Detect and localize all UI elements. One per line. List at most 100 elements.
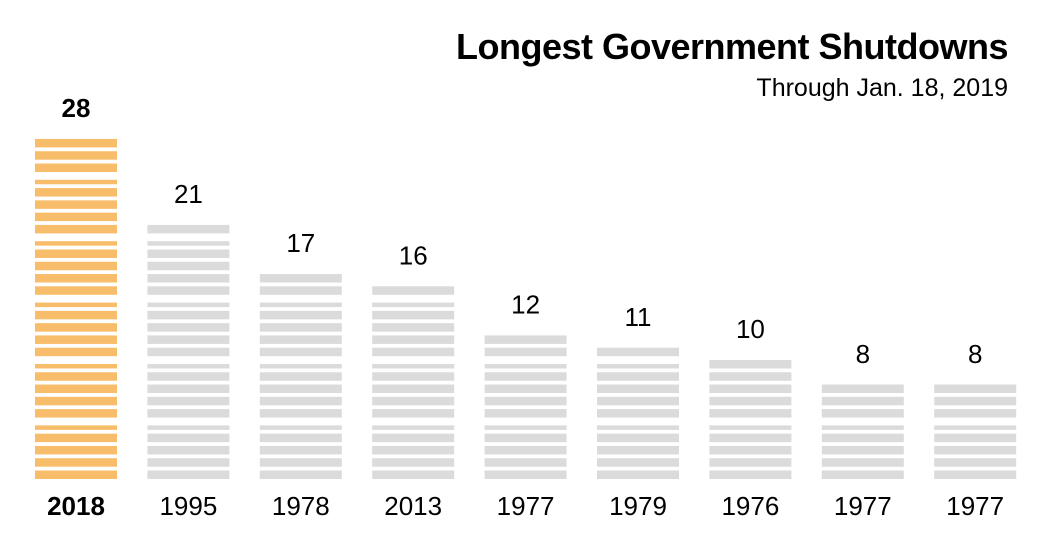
bar-day-stripe — [934, 425, 1017, 430]
bar-day-stripe — [597, 363, 679, 369]
value-label: 10 — [736, 314, 765, 344]
bar-day-stripe — [597, 409, 679, 418]
value-label: 8 — [856, 339, 870, 369]
bar-day-stripe — [35, 163, 117, 172]
bar-day-stripe — [597, 433, 679, 443]
bar-day-stripe — [709, 409, 792, 418]
bar-day-stripe — [35, 335, 117, 344]
value-label: 17 — [286, 228, 315, 258]
bar-day-stripe — [147, 409, 230, 418]
bar-day-stripe — [35, 274, 117, 283]
bar-day-stripe — [597, 372, 679, 381]
bar-day-stripe — [709, 396, 792, 406]
bar-day-stripe — [147, 335, 230, 344]
bar-day-stripe — [372, 310, 455, 320]
bar-day-stripe — [147, 396, 230, 406]
bar-day-stripe — [259, 274, 342, 283]
bar-day-stripe — [821, 384, 904, 394]
bar-day-stripe — [934, 396, 1017, 406]
category-label: 1977 — [834, 491, 892, 521]
bar-day-stripe — [372, 470, 455, 479]
bar-day-stripe — [35, 261, 117, 271]
bar-1977-8 — [934, 384, 1017, 479]
bar-1977-4 — [484, 335, 567, 479]
bar-day-stripe — [35, 433, 117, 443]
value-label: 12 — [511, 290, 540, 320]
bar-day-stripe — [934, 433, 1017, 443]
category-label: 1977 — [946, 491, 1004, 521]
bar-day-stripe — [259, 409, 342, 418]
bar-day-stripe — [147, 458, 230, 467]
bar-day-stripe — [259, 323, 342, 332]
bar-day-stripe — [259, 470, 342, 479]
bar-day-stripe — [372, 384, 455, 394]
bar-day-stripe — [484, 425, 567, 430]
bar-day-stripe — [35, 363, 117, 369]
bar-day-stripe — [484, 396, 567, 406]
bar-day-stripe — [372, 433, 455, 443]
bar-day-stripe — [709, 384, 792, 394]
bar-day-stripe — [709, 470, 792, 479]
bar-day-stripe — [259, 458, 342, 467]
bar-day-stripe — [597, 425, 679, 430]
bar-day-stripe — [35, 249, 117, 258]
value-label: 28 — [62, 93, 91, 123]
bar-day-stripe — [821, 458, 904, 467]
bar-day-stripe — [372, 409, 455, 418]
bar-day-stripe — [372, 363, 455, 369]
value-label: 11 — [625, 302, 652, 332]
bar-day-stripe — [259, 286, 342, 295]
bar-day-stripe — [821, 409, 904, 418]
bar-day-stripe — [372, 425, 455, 430]
bar-day-stripe — [35, 286, 117, 295]
bar-day-stripe — [259, 363, 342, 369]
bar-day-stripe — [821, 433, 904, 443]
bar-day-stripe — [35, 212, 117, 222]
bar-day-stripe — [597, 396, 679, 406]
bar-day-stripe — [35, 323, 117, 332]
bar-day-stripe — [35, 241, 117, 246]
bar-day-stripe — [484, 335, 567, 344]
bar-day-stripe — [597, 470, 679, 479]
bar-day-stripe — [147, 470, 230, 479]
bar-day-stripe — [484, 384, 567, 394]
bar-day-stripe — [35, 310, 117, 320]
category-label: 1977 — [497, 491, 555, 521]
bar-day-stripe — [147, 261, 230, 271]
bar-day-stripe — [147, 363, 230, 369]
bar-day-stripe — [35, 188, 117, 197]
chart-subtitle: Through Jan. 18, 2019 — [756, 74, 1008, 102]
bar-day-stripe — [597, 445, 679, 455]
category-label: 1978 — [272, 491, 330, 521]
bar-day-stripe — [484, 458, 567, 467]
chart-title: Longest Government Shutdowns — [455, 26, 1009, 67]
bar-day-stripe — [484, 363, 567, 369]
bar-day-stripe — [934, 409, 1017, 418]
category-label: 2018 — [47, 491, 105, 521]
bar-day-stripe — [372, 458, 455, 467]
bar-day-stripe — [35, 151, 117, 160]
bar-day-stripe — [821, 445, 904, 455]
bar-day-stripe — [821, 396, 904, 406]
value-label: 21 — [174, 179, 203, 209]
bar-day-stripe — [35, 425, 117, 430]
bar-day-stripe — [934, 458, 1017, 467]
bar-day-stripe — [484, 372, 567, 381]
bar-day-stripe — [934, 384, 1017, 394]
bar-day-stripe — [147, 445, 230, 455]
bar-day-stripe — [934, 470, 1017, 479]
bar-day-stripe — [709, 359, 792, 369]
bar-day-stripe — [147, 425, 230, 430]
bar-day-stripe — [35, 302, 117, 308]
category-label: 1995 — [159, 491, 217, 521]
bar-day-stripe — [35, 138, 117, 148]
bar-1976-6 — [709, 359, 792, 479]
bar-day-stripe — [934, 445, 1017, 455]
bar-day-stripe — [259, 433, 342, 443]
category-label: 2013 — [384, 491, 442, 521]
bar-day-stripe — [35, 409, 117, 418]
bar-day-stripe — [147, 347, 230, 357]
bar-day-stripe — [35, 179, 117, 185]
bar-day-stripe — [147, 310, 230, 320]
bar-day-stripe — [35, 372, 117, 381]
